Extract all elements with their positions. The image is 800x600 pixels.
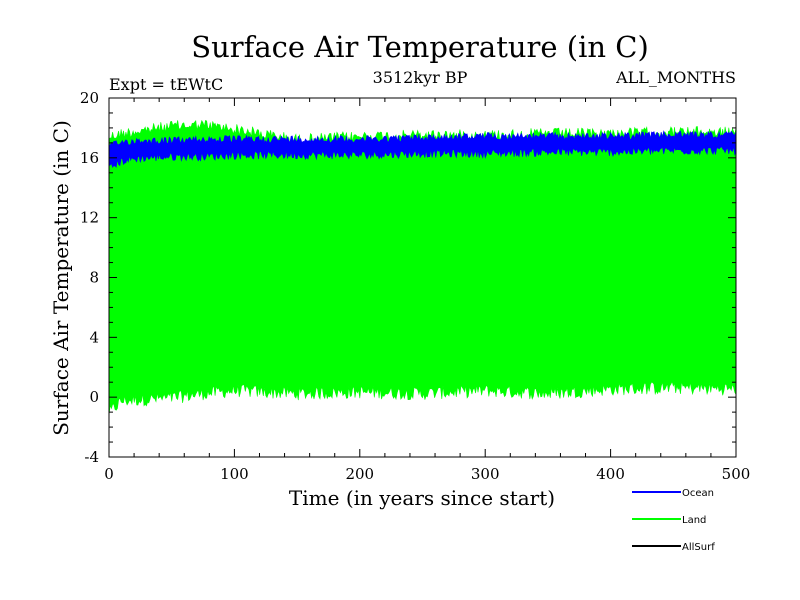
x-tick-label: 400 <box>596 465 625 483</box>
months-label: ALL_MONTHS <box>615 68 736 87</box>
legend-label-allsurf: AllSurf <box>682 542 715 553</box>
experiment-label: Expt = tEWtC <box>109 75 223 94</box>
series-bands <box>108 119 737 416</box>
y-tick-label: 0 <box>89 388 99 406</box>
y-tick-label: 16 <box>80 149 99 167</box>
legend: Ocean Land AllSurf <box>632 488 715 553</box>
x-tick-labels: 0 100 200 300 400 500 <box>104 465 750 483</box>
series-band-land <box>108 119 737 416</box>
x-tick-label: 0 <box>104 465 114 483</box>
y-tick-label: 4 <box>89 328 99 346</box>
x-tick-label: 100 <box>220 465 249 483</box>
y-axis-label: Surface Air Temperature (in C) <box>49 120 73 436</box>
x-tick-label: 300 <box>471 465 500 483</box>
y-tick-label: 20 <box>80 89 99 107</box>
chart-title: Surface Air Temperature (in C) <box>191 30 649 64</box>
y-tick-labels: -4 0 4 8 12 16 20 <box>80 89 99 466</box>
period-label: 3512kyr BP <box>373 68 468 87</box>
y-tick-label: -4 <box>84 448 99 466</box>
legend-label-land: Land <box>682 515 706 526</box>
axis-ticks <box>108 97 737 458</box>
legend-label-ocean: Ocean <box>682 488 714 499</box>
x-axis-label: Time (in years since start) <box>289 486 555 510</box>
y-tick-label: 8 <box>89 269 99 287</box>
x-tick-label: 500 <box>722 465 751 483</box>
x-tick-label: 200 <box>345 465 374 483</box>
y-tick-label: 12 <box>80 209 99 227</box>
